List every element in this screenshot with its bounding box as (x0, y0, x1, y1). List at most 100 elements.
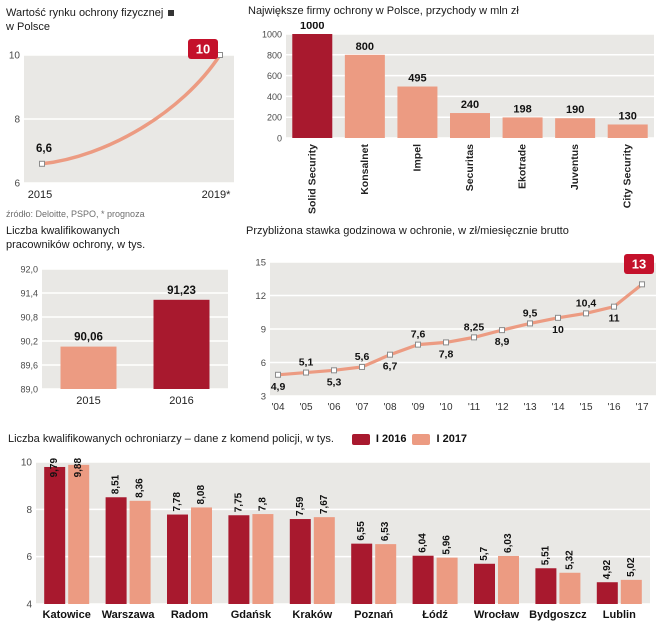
bar-category-label: Ekotrade (517, 144, 529, 189)
companies-bar-chart: 0 200 400 600 800 1000 1000 Solid Security 800 Ko… (262, 22, 654, 214)
point-label: 5,3 (327, 377, 342, 389)
bar (289, 519, 311, 605)
data-point-marker (415, 341, 421, 348)
highlight-badge (188, 38, 218, 59)
trend-line (277, 283, 643, 377)
chart-top-companies: Największe firmy ochrony w Polsce, przyc… (248, 4, 662, 222)
y-tick-label: 10 (9, 50, 21, 61)
bar (620, 580, 642, 605)
x-tick-label: 2016 (169, 395, 193, 407)
x-tick-label: '08 (383, 402, 396, 413)
x-tick-label: '04 (271, 402, 284, 413)
bar (129, 501, 151, 605)
x-category-label: Poznań (354, 609, 393, 621)
chart-guards-by-city: Liczba kwalifikowanych ochroniarzy – dan… (8, 432, 662, 626)
point-label: 9,5 (523, 308, 538, 320)
bar (502, 117, 543, 139)
data-point-marker (611, 303, 617, 310)
bar-category-label: City Security (622, 144, 634, 208)
point-label: 5,6 (355, 351, 370, 363)
bar (191, 507, 212, 605)
y-tick-label: 0 (277, 134, 282, 144)
bar (252, 514, 274, 605)
bar (44, 467, 66, 605)
bar-value: 190 (566, 105, 584, 117)
badge-value: 10 (196, 41, 210, 56)
bar (474, 564, 495, 605)
bar (436, 557, 458, 605)
chart-title-line1: Liczba kwalifikowanych (6, 225, 120, 237)
y-tick-label: 8 (14, 114, 20, 125)
y-tick-label: 92,0 (20, 264, 38, 274)
bar (68, 465, 90, 605)
y-tick-label: 91,4 (20, 288, 38, 298)
bar (167, 514, 188, 605)
data-point-marker (275, 372, 281, 379)
title-bullet-icon (168, 10, 175, 16)
legend-swatch-2016 (351, 433, 370, 445)
data-point-marker (303, 369, 309, 376)
x-category-label: Radom (171, 609, 209, 621)
point-label: 11 (608, 313, 619, 325)
y-tick-label: 400 (267, 92, 282, 102)
bar-value: 1000 (300, 22, 324, 32)
bar (292, 34, 333, 139)
bar-value: 5,32 (564, 550, 575, 570)
legend-swatch-2017 (412, 433, 431, 445)
y-tick-label: 4 (26, 600, 32, 611)
point-label: 10 (552, 324, 564, 336)
bar-value: 6,04 (418, 533, 429, 553)
bar (535, 568, 557, 605)
y-tick-label: 15 (255, 258, 266, 269)
y-tick-label: 89,6 (20, 360, 38, 370)
bar (412, 556, 434, 605)
y-tick-label: 1000 (262, 30, 282, 40)
workers-bar-chart: 89,0 89,6 90,2 90,8 91,4 92,0 90,06 2015 91,23 20… (20, 264, 228, 407)
bar-value: 7,59 (295, 496, 306, 516)
x-tick-label: '17 (635, 402, 648, 413)
chart-market-value: Wartość rynku ochrony fizycznej w Polsce… (6, 6, 244, 219)
x-tick-label: '12 (495, 402, 508, 413)
data-point-marker (583, 310, 589, 317)
point-label: 6,7 (383, 361, 398, 373)
bar (559, 573, 581, 605)
bar (450, 113, 490, 139)
bar (375, 544, 397, 605)
y-tick-label: 10 (21, 458, 33, 469)
bar-category-label: Juventus (569, 144, 581, 190)
plot-area (36, 462, 650, 605)
y-tick-label: 3 (261, 392, 266, 403)
x-category-label: Łódź (422, 609, 448, 621)
bar-category-label: Konsalnet (359, 144, 371, 195)
bar-value: 5,51 (540, 546, 551, 566)
x-tick-label: '13 (523, 402, 536, 413)
bar (153, 299, 210, 389)
y-tick-label: 600 (267, 71, 282, 81)
bar (344, 55, 385, 139)
y-tick-label: 6 (261, 358, 266, 369)
point-label: 7,6 (411, 329, 426, 341)
data-point-marker (555, 315, 561, 322)
chart-legend: I 2016 I 2017 (351, 433, 467, 445)
x-tick-label: '09 (411, 402, 424, 413)
data-point-marker (359, 364, 365, 371)
x-category-label: Kraków (292, 609, 332, 621)
y-tick-label: 6 (26, 552, 32, 563)
data-point-marker (527, 320, 533, 327)
bar-value: 130 (619, 111, 637, 123)
x-tick-label: '10 (439, 402, 452, 413)
bar-value: 6,53 (380, 522, 391, 542)
x-tick-label: 2015 (28, 189, 52, 201)
bar-value: 5,96 (442, 535, 453, 555)
bar (498, 556, 519, 605)
y-tick-label: 89,0 (20, 384, 38, 394)
x-category-label: Katowice (43, 609, 91, 621)
bar-value: 5,02 (626, 557, 637, 577)
bar-value: 5,7 (479, 547, 490, 561)
trend-line (41, 53, 222, 166)
cities-grouped-bar-chart: 4 6 8 10 9,79 9,88 Katowice 8,51 8,36 Warszawa 7,7… (21, 458, 650, 621)
chart-title-line2: w Polsce (6, 21, 51, 34)
bar-value: 8,51 (111, 475, 122, 495)
y-tick-label: 90,2 (20, 336, 38, 346)
bar-value: 90,06 (74, 331, 103, 343)
